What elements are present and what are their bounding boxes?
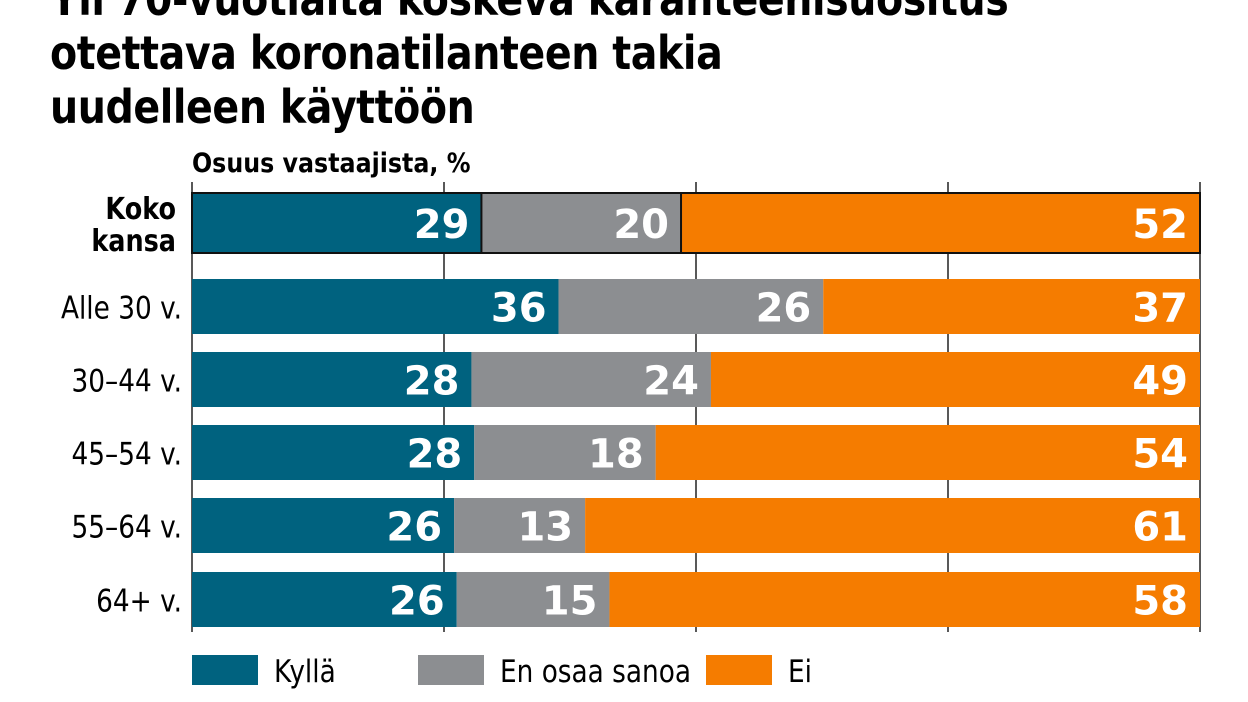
bar-segment: [192, 498, 455, 553]
data-label: 49: [1132, 359, 1188, 405]
bar-segment: [474, 425, 656, 480]
data-label: 15: [542, 579, 598, 625]
chart-subtitle: Osuus vastaajista, %: [192, 147, 470, 179]
data-label: 24: [643, 359, 699, 405]
bar-segment: [655, 425, 1200, 480]
chart-title-line-1: Yli 70-vuotiaita koskeva karanteenisuosi…: [50, 0, 1009, 26]
data-label: 37: [1132, 286, 1188, 332]
category-label: kansa: [91, 223, 176, 259]
category-label: Alle 30 v.: [61, 289, 182, 326]
bar-segment: [481, 193, 682, 253]
data-label: 26: [756, 286, 812, 332]
category-label: 55–64 v.: [72, 508, 182, 545]
data-label: 54: [1132, 432, 1188, 478]
data-label: 26: [386, 505, 442, 551]
category-label: 64+ v.: [96, 582, 182, 619]
chart-title-line-3: uudelleen käyttöön: [50, 80, 475, 134]
bar-segment: [471, 352, 711, 407]
chart-title-line-2: otettava koronatilanteen takia: [50, 26, 723, 80]
category-label: 45–54 v.: [72, 435, 182, 472]
data-label: 28: [404, 359, 460, 405]
bar-segment: [192, 572, 457, 627]
legend-swatch: [418, 655, 484, 685]
bar-segment: [609, 572, 1200, 627]
bar-segment: [823, 279, 1200, 334]
bar-segment: [192, 193, 482, 253]
bar-segment: [192, 425, 475, 480]
data-label: 58: [1132, 579, 1188, 625]
legend-label: Ei: [788, 653, 812, 690]
category-label: 30–44 v.: [72, 362, 182, 399]
bar-segment: [456, 572, 610, 627]
bar-segment: [192, 352, 472, 407]
bar-segment: [454, 498, 586, 553]
data-label: 36: [491, 286, 547, 332]
bar-segment: [192, 279, 559, 334]
bar-segment: [681, 193, 1200, 253]
data-label: 52: [1132, 202, 1188, 248]
legend-label: En osaa sanoa: [500, 653, 691, 690]
category-label: Koko: [105, 191, 176, 227]
bar-segment: [710, 352, 1200, 407]
data-label: 18: [588, 432, 644, 478]
data-label: 13: [517, 505, 573, 551]
legend-swatch: [192, 655, 258, 685]
data-label: 61: [1132, 505, 1188, 551]
data-label: 29: [414, 202, 470, 248]
data-label: 20: [613, 202, 669, 248]
data-label: 28: [407, 432, 463, 478]
legend-swatch: [706, 655, 772, 685]
bar-segment: [585, 498, 1200, 553]
bar-segment: [558, 279, 824, 334]
legend-label: Kyllä: [274, 653, 336, 690]
bar-outline: [191, 192, 1201, 254]
data-label: 26: [389, 579, 445, 625]
